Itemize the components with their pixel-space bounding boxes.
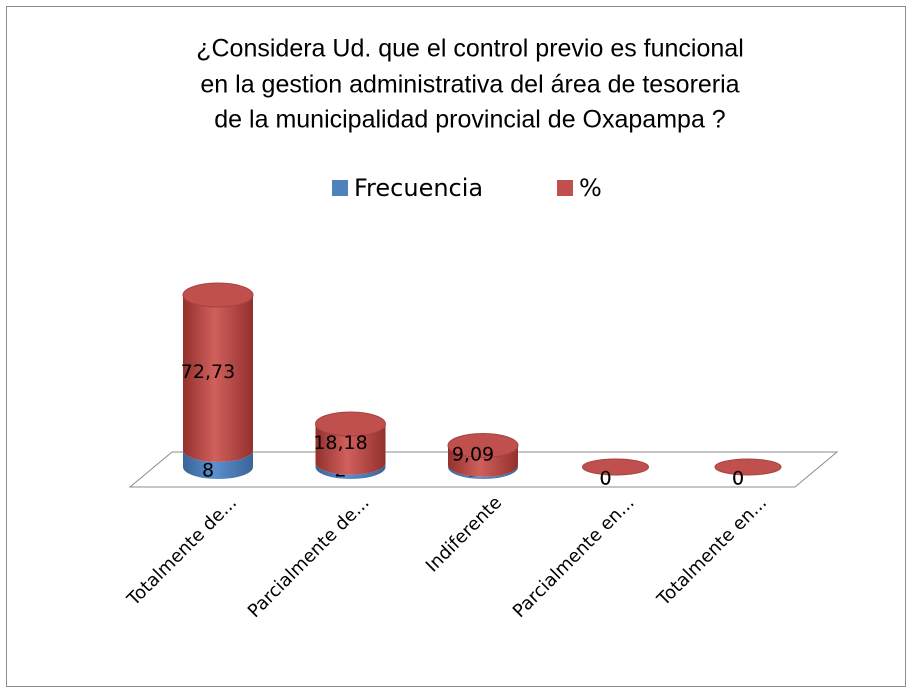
value-label: 8 (202, 460, 214, 482)
cylinder-segment (448, 445, 518, 477)
cylinder-segment (315, 462, 386, 479)
value-label: 72,73 (181, 361, 235, 383)
chart-title: de la municipalidad provincial de Oxapam… (214, 106, 725, 134)
cylinder-segment (183, 295, 253, 462)
value-label: 18,18 (313, 432, 367, 454)
cylinder-segment (448, 464, 518, 479)
cylinder-top (447, 433, 519, 459)
cylinder-top (714, 458, 782, 476)
chart-title: ¿Considera Ud. que el control previo es … (196, 35, 744, 63)
legend-swatch (557, 180, 573, 196)
value-label: 0 (732, 468, 744, 490)
cylinder-segment (183, 449, 253, 479)
legend-label: Frecuencia (354, 174, 483, 202)
legend-swatch (332, 180, 348, 196)
cylinder-segment (315, 424, 386, 475)
chart-title: en la gestion administrativa del área de… (200, 71, 739, 99)
value-label: 9,09 (452, 444, 494, 466)
cylinder-top (315, 411, 386, 437)
value-label: 0 (599, 468, 611, 490)
cylinder-top (582, 458, 649, 476)
legend-label: % (579, 174, 602, 202)
chart-frame (6, 6, 906, 687)
cylinder-top (182, 282, 254, 308)
